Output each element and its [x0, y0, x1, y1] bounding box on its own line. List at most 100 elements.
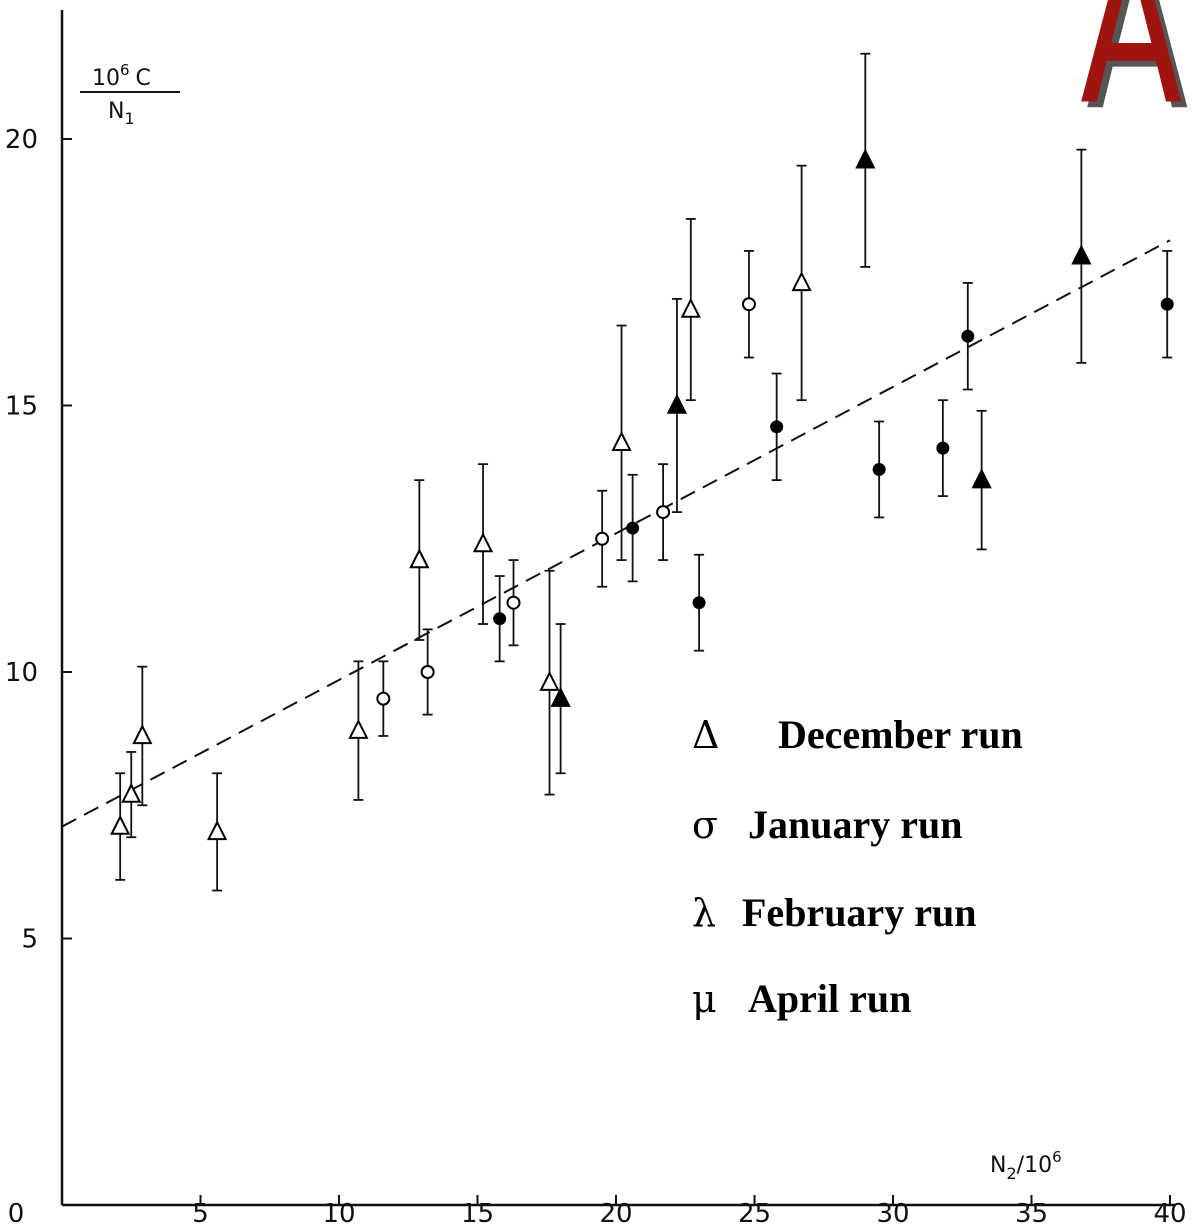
legend-symbol: μ [692, 977, 717, 1021]
marker-open-circle [656, 505, 671, 520]
data-points [110, 52, 1174, 892]
legend-label: February run [742, 890, 976, 935]
x-axis-title-sub: 2 [1006, 1164, 1016, 1183]
x-tick-label: 35 [1015, 1199, 1048, 1224]
legend-symbol: λ [692, 891, 716, 935]
data-point [656, 463, 671, 561]
data-point [376, 660, 391, 737]
marker-open-triangle [206, 820, 228, 841]
y-axis-title: 106 C N1 [80, 61, 180, 128]
y-axis-title-c: C [136, 66, 151, 91]
marker-open-circle [595, 531, 610, 546]
x-tick-label: 0 [8, 1199, 25, 1224]
y-axis-title-sup: 6 [120, 61, 130, 79]
data-point [692, 553, 706, 652]
marker-filled-circle [961, 329, 975, 343]
legend-symbol: Δ [692, 713, 719, 757]
marker-filled-circle [1160, 297, 1174, 311]
y-tick-label: 5 [21, 925, 38, 955]
marker-filled-triangle [1071, 244, 1092, 265]
logo: A A [1080, 0, 1189, 160]
marker-open-triangle [348, 718, 369, 739]
data-point [1160, 250, 1174, 359]
legend-label: April run [748, 976, 911, 1021]
marker-open-triangle [110, 814, 131, 835]
marker-open-triangle [539, 670, 560, 691]
y-axis-title-numerator: 106 C [92, 61, 151, 91]
data-point [936, 399, 950, 498]
x-tick-label: 20 [599, 1199, 632, 1224]
data-point [611, 324, 632, 561]
marker-filled-triangle [855, 148, 876, 169]
data-point [409, 479, 430, 641]
x-tick-label: 40 [1153, 1199, 1186, 1224]
data-point [506, 559, 521, 647]
data-point [741, 250, 756, 359]
data-point [680, 218, 701, 402]
marker-open-circle [741, 297, 756, 312]
x-tick-label: 10 [322, 1199, 355, 1224]
data-point [961, 282, 975, 391]
y-tick-label: 15 [5, 392, 38, 422]
data-point [132, 665, 153, 807]
data-point [666, 297, 688, 513]
logo-letter: A [1080, 0, 1183, 154]
marker-open-circle [376, 691, 391, 706]
marker-filled-circle [493, 612, 507, 626]
y-tick-label: 20 [5, 125, 38, 155]
legend-label: December run [778, 712, 1023, 757]
data-point [539, 569, 560, 796]
data-point [110, 772, 131, 881]
legend-symbol: σ [692, 803, 718, 847]
marker-open-circle [420, 665, 435, 679]
data-point [855, 52, 876, 268]
data-point [595, 489, 610, 588]
y-tick-label: 10 [5, 658, 38, 688]
data-point [206, 772, 228, 892]
x-axis-title-rest: /10 [1017, 1153, 1052, 1178]
marker-filled-circle [770, 420, 784, 434]
marker-filled-circle [626, 521, 640, 535]
logo-shadow: A [1086, 0, 1189, 160]
marker-filled-circle [692, 596, 706, 610]
marker-open-triangle [132, 724, 153, 745]
data-point [121, 751, 142, 839]
y-axis-title-sub: 1 [124, 109, 134, 128]
x-tick-label: 25 [738, 1199, 771, 1224]
data-point [791, 164, 812, 402]
data-point [971, 409, 992, 551]
data-point [420, 628, 435, 716]
marker-filled-circle [872, 462, 886, 476]
legend: Δ December run σ January run λ February run μ A… [692, 712, 1023, 1021]
marker-open-triangle [121, 782, 142, 803]
marker-filled-circle [936, 441, 950, 455]
marker-open-triangle [611, 430, 632, 452]
data-point [348, 660, 369, 801]
x-tick-label: 5 [192, 1199, 209, 1224]
data-point [472, 463, 494, 625]
data-point [550, 623, 571, 775]
data-point [770, 372, 784, 482]
legend-label: January run [748, 802, 963, 847]
marker-open-triangle [680, 297, 701, 318]
marker-filled-triangle [550, 686, 571, 707]
x-tick-label: 30 [876, 1199, 909, 1224]
data-point [1071, 148, 1092, 364]
x-tick-label: 15 [461, 1199, 494, 1224]
marker-filled-triangle [971, 468, 992, 489]
marker-open-triangle [409, 548, 430, 569]
marker-open-circle [506, 595, 521, 610]
data-point [493, 575, 507, 663]
fit-line [61, 239, 1171, 828]
y-axis-title-denominator: N1 [108, 99, 135, 128]
fit-line-group [61, 239, 1171, 828]
data-point [872, 420, 886, 519]
x-axis-title-sup: 6 [1052, 1148, 1062, 1166]
marker-open-triangle [472, 532, 494, 553]
x-axis-title: N2/106 [990, 1148, 1062, 1183]
data-point [626, 473, 640, 583]
marker-open-triangle [791, 271, 812, 292]
marker-filled-triangle [666, 393, 688, 414]
axes: 0 5 10 15 20 25 30 35 40 5 10 15 20 106 C N1 N2/106 [5, 10, 1187, 1224]
